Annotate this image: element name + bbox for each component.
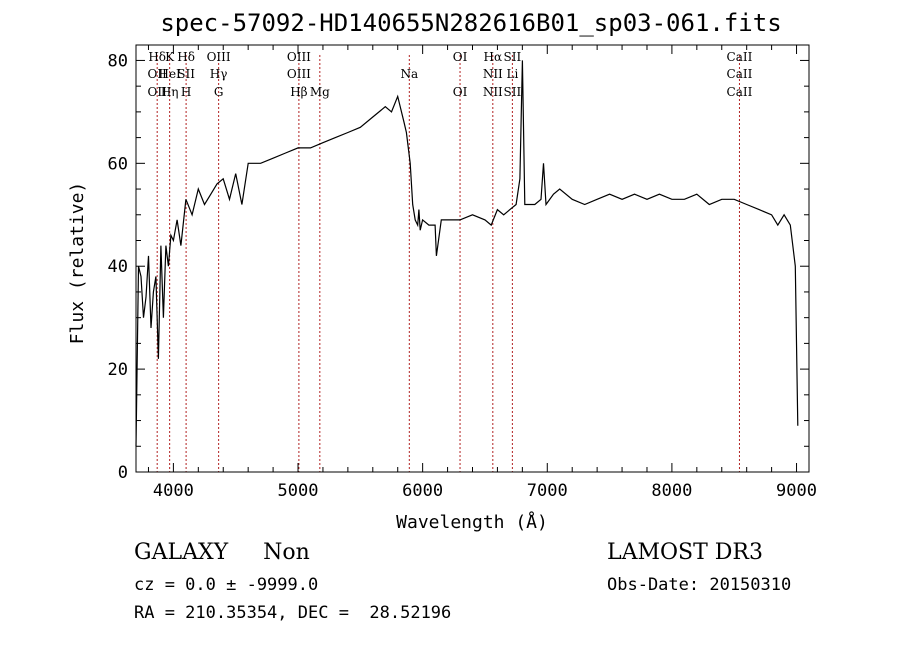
- emission-line-label: SII: [177, 67, 195, 81]
- x-tick-label: 4000: [153, 481, 194, 501]
- emission-line-label: Na: [400, 67, 418, 81]
- emission-line-label: NII: [483, 67, 503, 81]
- emission-line-label: Mg: [310, 85, 330, 99]
- spectrum-line: [135, 60, 799, 447]
- emission-line-label: H: [181, 85, 191, 99]
- y-tick-label: 80: [108, 51, 128, 71]
- x-axis: 4000 5000 6000 7000 8000 9000: [147, 45, 817, 501]
- y-tick-label: 60: [108, 154, 128, 174]
- x-tick-label: 8000: [651, 481, 692, 501]
- emission-line-labels: Hδ OII OII K HeI Hη Hδ SII H OIII Hγ G OIII OIII Hβ Mg N…: [148, 50, 753, 99]
- y-axis: 0 20 40 60 80: [108, 51, 809, 483]
- emission-line-label: Li: [506, 67, 518, 81]
- emission-line-label: OI: [453, 85, 468, 99]
- emission-line-label: OIII: [207, 50, 231, 64]
- survey-name: LAMOST DR3: [607, 540, 763, 565]
- object-class: GALAXY Non: [134, 540, 310, 565]
- emission-line-label: OI: [453, 50, 468, 64]
- x-tick-label: 7000: [527, 481, 568, 501]
- coordinates-readout: RA = 210.35354, DEC = 28.52196: [134, 603, 452, 623]
- emission-line-label: NII: [483, 85, 503, 99]
- emission-line-label: OIII: [287, 67, 311, 81]
- plot-frame: [135, 44, 810, 473]
- y-tick-label: 20: [108, 360, 128, 380]
- obs-date: Obs-Date: 20150310: [607, 575, 792, 595]
- chart-title: spec-57092-HD140655N282616B01_sp03-061.f…: [160, 9, 781, 37]
- emission-line-label: Hγ: [210, 67, 228, 81]
- emission-line-label: OII: [148, 67, 168, 81]
- emission-line-label: Hδ: [177, 50, 195, 64]
- emission-line-label: HeI: [158, 67, 181, 81]
- emission-line-markers: [156, 55, 740, 472]
- emission-line-label: CaII: [727, 67, 753, 81]
- emission-line-label: Hα: [484, 50, 503, 64]
- emission-line-label: SII: [504, 85, 522, 99]
- emission-line-label: Hη: [161, 85, 179, 99]
- emission-line-label: K: [165, 50, 175, 64]
- emission-line-label: Hδ: [148, 50, 166, 64]
- emission-line-label: OII: [148, 85, 168, 99]
- x-tick-label: 9000: [776, 481, 817, 501]
- emission-line-label: CaII: [727, 85, 753, 99]
- y-axis-label: Flux (relative): [67, 182, 88, 345]
- emission-line-label: G: [214, 85, 224, 99]
- x-tick-label: 5000: [278, 481, 319, 501]
- emission-line-label: SII: [504, 50, 522, 64]
- emission-line-label: OIII: [287, 50, 311, 64]
- y-tick-label: 40: [108, 257, 128, 277]
- x-axis-label: Wavelength (Å): [396, 511, 548, 533]
- emission-line-label: CaII: [727, 50, 753, 64]
- emission-line-label: Hβ: [290, 85, 307, 99]
- y-tick-label: 0: [118, 463, 128, 483]
- redshift-readout: cz = 0.0 ± -9999.0: [134, 575, 319, 595]
- x-tick-label: 6000: [402, 481, 443, 501]
